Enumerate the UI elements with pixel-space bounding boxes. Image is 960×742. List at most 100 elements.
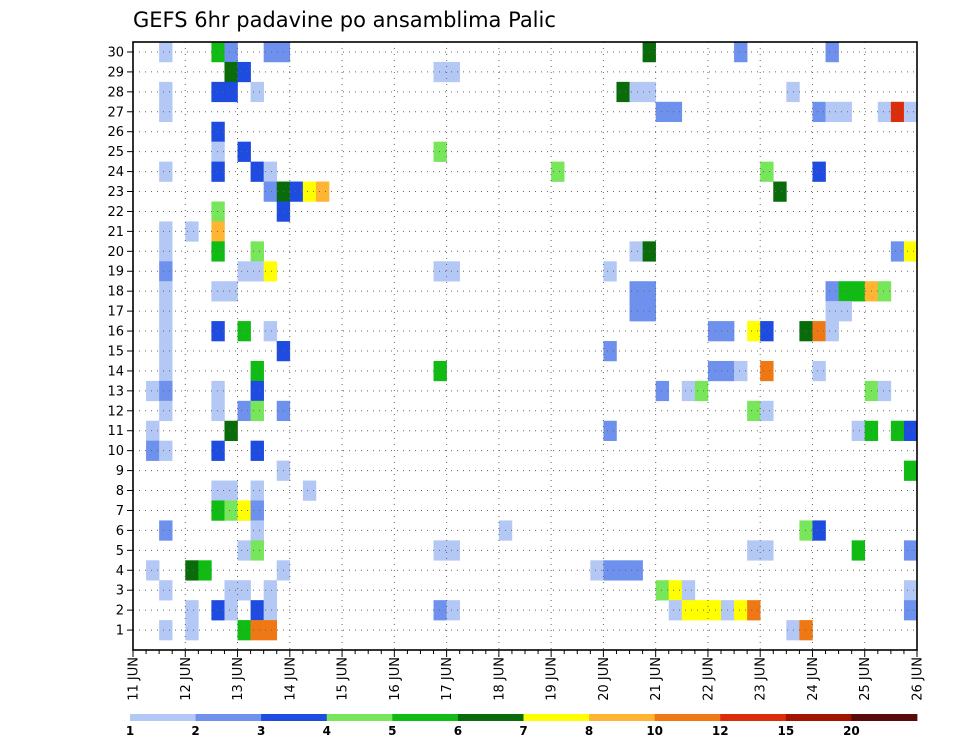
cell-member-8 <box>302 480 317 501</box>
ytick-label: 27 <box>107 105 124 120</box>
cell-member-28 <box>224 81 238 103</box>
colorbar-label: 15 <box>777 724 794 738</box>
cell-member-13 <box>681 380 696 402</box>
cell-member-30 <box>825 42 839 63</box>
xtick-label: 17 JUN <box>440 657 455 701</box>
colorbar-label: 7 <box>519 724 527 738</box>
cell-member-5 <box>903 540 918 561</box>
cell-member-1 <box>185 620 199 641</box>
cell-member-19 <box>446 261 460 282</box>
cell-member-25 <box>237 141 251 162</box>
colorbar-swatch <box>851 714 918 721</box>
colorbar-swatch <box>326 714 393 721</box>
ytick-label: 16 <box>107 325 124 340</box>
cell-member-13 <box>159 380 173 402</box>
cell-member-15 <box>159 341 173 362</box>
cell-member-29 <box>446 61 460 83</box>
cell-member-14 <box>159 360 173 382</box>
colorbar-label: 6 <box>454 724 462 738</box>
cell-member-21 <box>159 221 173 242</box>
cell-member-19 <box>159 261 173 282</box>
cell-member-2 <box>747 600 761 621</box>
cell-member-7 <box>224 500 238 521</box>
cell-member-14 <box>707 360 722 382</box>
cell-member-12 <box>237 400 251 422</box>
cell-member-4 <box>146 560 160 581</box>
cell-member-20 <box>890 241 905 262</box>
cell-member-5 <box>760 540 774 561</box>
cell-member-18 <box>629 281 643 302</box>
cell-member-14 <box>760 360 774 382</box>
colorbar-label: 8 <box>585 724 593 738</box>
cell-member-30 <box>159 42 173 63</box>
cell-member-30 <box>224 42 238 63</box>
cell-member-10 <box>146 440 160 461</box>
cell-member-12 <box>159 400 173 422</box>
cell-member-1 <box>263 620 278 641</box>
ytick-label: 19 <box>107 265 124 280</box>
cell-member-4 <box>603 560 617 581</box>
colorbar-swatch <box>130 714 196 721</box>
colorbar: 1 2 3 4 5 6 7 8 10 12 15 20 <box>126 714 918 738</box>
cell-member-8 <box>250 480 264 501</box>
cell-member-2 <box>211 600 225 621</box>
cell-member-20 <box>903 241 918 262</box>
chart-title: GEFS 6hr padavine po ansamblima Palic <box>133 8 556 32</box>
cell-member-24 <box>263 161 278 182</box>
cell-member-18 <box>211 281 225 302</box>
cell-member-14 <box>812 360 826 382</box>
xtick-label: 20 JUN <box>597 657 612 701</box>
cell-member-24 <box>760 161 774 182</box>
xtick-label: 15 JUN <box>336 657 351 701</box>
cell-member-9 <box>903 460 918 481</box>
colorbar-label: 3 <box>257 724 265 738</box>
ytick-label: 2 <box>116 604 124 619</box>
cell-member-29 <box>433 61 447 83</box>
cell-member-25 <box>211 141 225 162</box>
x-axis: 11 JUN 12 JUN 13 JUN 14 JUN 15 JUN 16 JUN 17 J… <box>127 650 926 701</box>
ytick-label: 20 <box>107 245 124 260</box>
cell-member-24 <box>159 161 173 182</box>
ytick-label: 8 <box>116 484 124 499</box>
cell-member-11 <box>603 420 617 441</box>
cell-member-19 <box>603 261 617 282</box>
cell-member-11 <box>146 420 160 441</box>
xtick-label: 11 JUN <box>127 657 142 701</box>
ytick-label: 29 <box>107 65 124 80</box>
xtick-label: 24 JUN <box>806 657 821 701</box>
ytick-label: 18 <box>107 285 124 300</box>
xtick-label: 22 JUN <box>701 657 716 701</box>
heatmap-cells <box>146 42 918 641</box>
ytick-label: 23 <box>107 185 124 200</box>
cell-member-6 <box>159 520 173 541</box>
ytick-label: 22 <box>107 205 124 220</box>
colorbar-swatch <box>195 714 262 721</box>
cell-member-27 <box>903 101 918 123</box>
cell-member-11 <box>890 420 905 441</box>
ytick-label: 24 <box>107 165 124 180</box>
colorbar-swatch <box>785 714 852 721</box>
xtick-label: 26 JUN <box>911 657 926 701</box>
cell-member-1 <box>237 620 251 641</box>
cell-member-27 <box>877 101 892 123</box>
colorbar-label: 1 <box>126 724 134 738</box>
cell-member-23 <box>289 181 304 202</box>
cell-member-18 <box>877 281 892 302</box>
cell-member-20 <box>159 241 173 262</box>
colorbar-label: 10 <box>646 724 663 738</box>
cell-member-16 <box>760 321 774 342</box>
cell-member-28 <box>616 81 630 103</box>
colorbar-swatch <box>457 714 524 721</box>
cell-member-1 <box>799 620 813 641</box>
cell-member-10 <box>250 440 264 461</box>
ytick-label: 26 <box>107 125 124 140</box>
cell-member-3 <box>224 580 238 601</box>
ytick-label: 10 <box>107 444 124 459</box>
cell-member-7 <box>211 500 225 521</box>
xtick-label: 18 JUN <box>492 657 507 701</box>
cell-member-13 <box>655 380 670 402</box>
cell-member-2 <box>224 600 238 621</box>
cell-member-13 <box>694 380 709 402</box>
cell-member-10 <box>159 440 173 461</box>
